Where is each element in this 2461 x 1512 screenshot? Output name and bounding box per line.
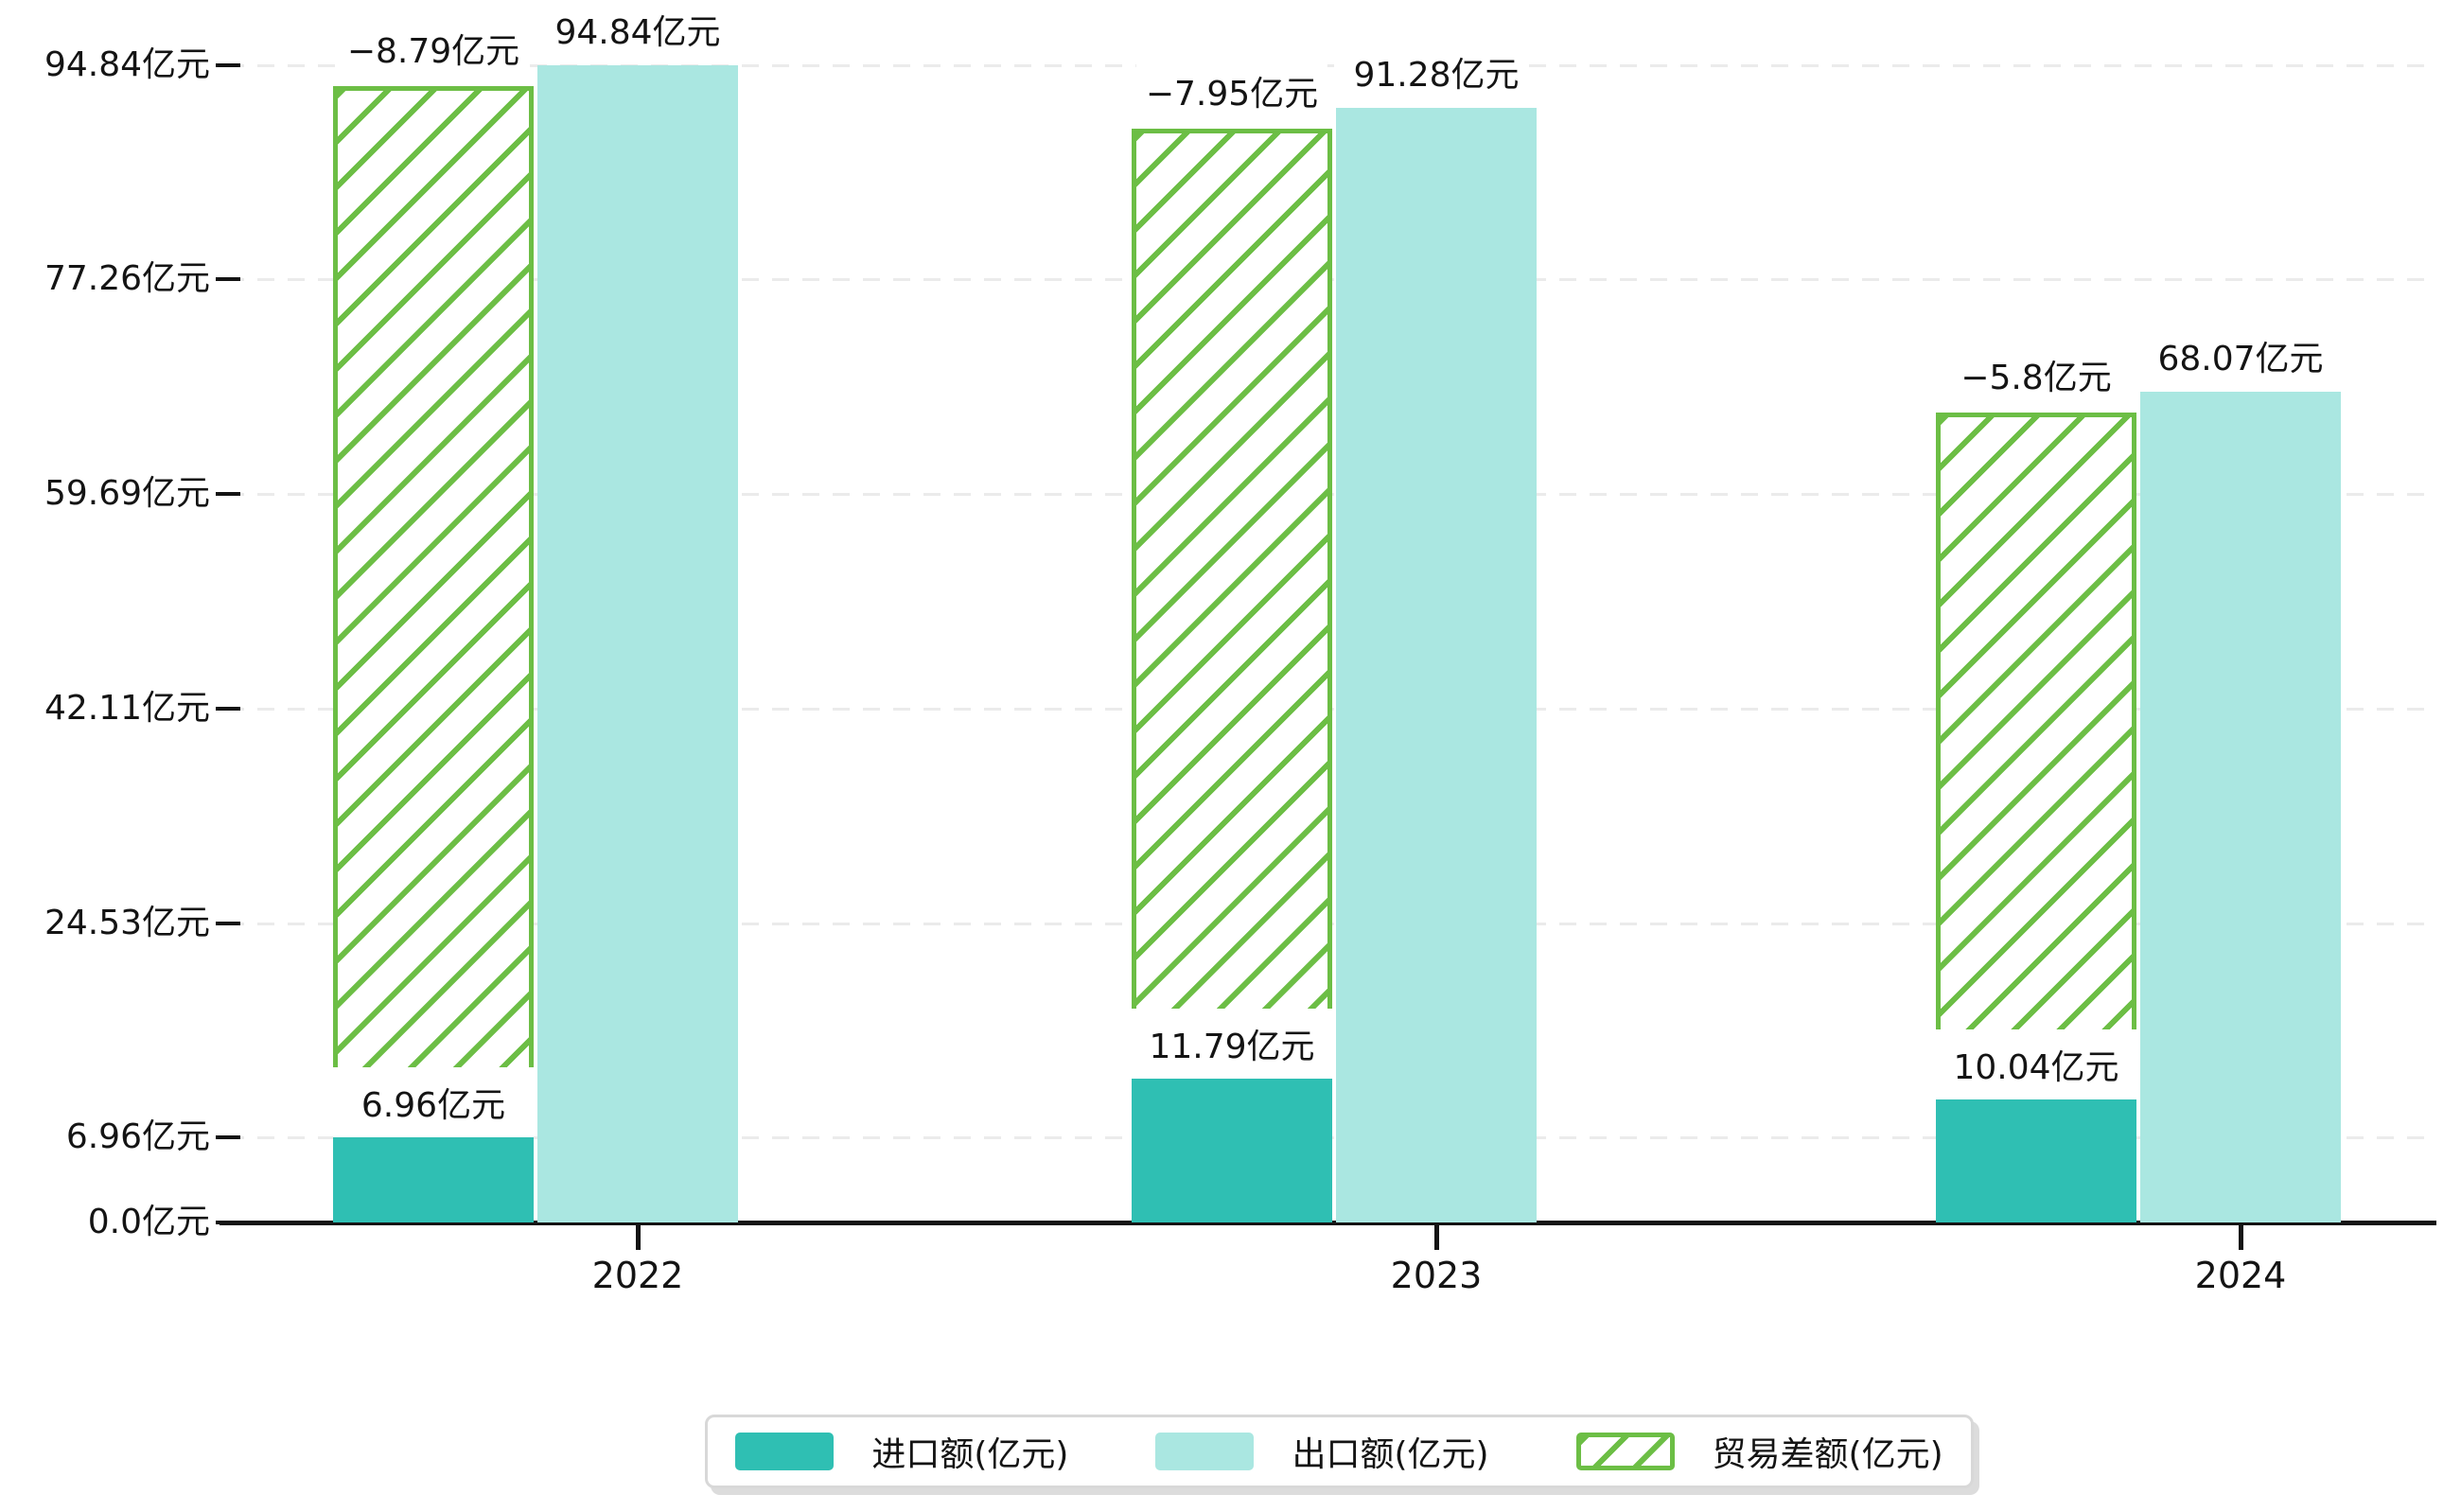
bar-import-2024[interactable] [1936, 1099, 2136, 1222]
legend-item-trade-balance[interactable]: 贸易差额(亿元) [1575, 1427, 1943, 1476]
legend-item-export[interactable]: 出口额(亿元) [1155, 1427, 1489, 1476]
x-axis-tick-2022 [636, 1225, 641, 1250]
export-value-label-2022: 94.84亿元 [545, 0, 730, 58]
y-axis-tick-label: 94.84亿元 [44, 44, 210, 84]
import-series-swatch [735, 1433, 835, 1470]
legend-item-import[interactable]: 进口额(亿元) [735, 1427, 1068, 1476]
y-axis-tick-label: 0.0亿元 [87, 1203, 210, 1241]
legend-label-import: 进口额(亿元) [871, 1435, 1069, 1474]
legend-label-export: 出口额(亿元) [1292, 1435, 1489, 1474]
y-axis-tick-mark [216, 491, 240, 496]
trade-balance-value-label-2023: −7.95亿元 [1135, 62, 1328, 120]
x-axis-label-2024: 2024 [2194, 1255, 2287, 1296]
y-axis-tick-label: 59.69亿元 [44, 473, 210, 513]
bar-export-2023[interactable] [1336, 108, 1537, 1222]
y-axis-tick-mark [216, 706, 240, 711]
y-axis-tick-label: 42.11亿元 [44, 688, 210, 728]
import-value-label-2022: 6.96亿元 [333, 1067, 534, 1138]
y-axis-tick-mark [216, 62, 240, 67]
y-axis-tick-mark [216, 1135, 240, 1140]
export-series-swatch [1155, 1433, 1255, 1470]
bar-import-2023[interactable] [1132, 1078, 1332, 1222]
trade-balance-value-label-2022: −8.79亿元 [337, 19, 530, 77]
bar-export-2024[interactable] [2140, 391, 2341, 1222]
y-axis-tick-mark [216, 921, 240, 925]
x-axis-line [220, 1221, 2436, 1225]
export-value-label-2024: 68.07亿元 [2148, 326, 2333, 384]
bar-import-2022[interactable] [333, 1137, 534, 1222]
y-axis-tick-mark [216, 277, 240, 282]
import-value-label-2023: 11.79亿元 [1132, 1008, 1332, 1079]
import-value-label-2024: 10.04亿元 [1936, 1029, 2136, 1100]
y-axis-tick-label: 77.26亿元 [44, 259, 210, 299]
x-axis-label-2023: 2023 [1390, 1255, 1483, 1296]
trade-balance-value-label-2024: −5.8亿元 [1951, 345, 2121, 403]
gridline-94.84 [227, 63, 2432, 67]
trade-balance-series-swatch [1575, 1433, 1675, 1470]
bar-export-2022[interactable] [537, 64, 738, 1222]
x-axis-tick-2023 [1434, 1225, 1439, 1250]
bar-trade-balance-2022[interactable]: 6.96亿元 [333, 85, 534, 1138]
x-axis-tick-2024 [2239, 1225, 2243, 1250]
y-axis-tick-label: 6.96亿元 [65, 1117, 210, 1157]
export-value-label-2023: 91.28亿元 [1344, 44, 1529, 101]
legend-label-trade-balance: 贸易差额(亿元) [1712, 1435, 1943, 1474]
y-axis-tick-mark [216, 1221, 240, 1224]
x-axis-label-2022: 2022 [591, 1255, 684, 1296]
bar-trade-balance-2024[interactable]: 10.04亿元 [1936, 412, 2136, 1100]
legend: 进口额(亿元) 出口额(亿元) 贸易差额(亿元) [705, 1415, 1974, 1488]
y-axis-tick-label: 24.53亿元 [44, 903, 210, 942]
bar-trade-balance-2023[interactable]: 11.79亿元 [1132, 129, 1332, 1079]
